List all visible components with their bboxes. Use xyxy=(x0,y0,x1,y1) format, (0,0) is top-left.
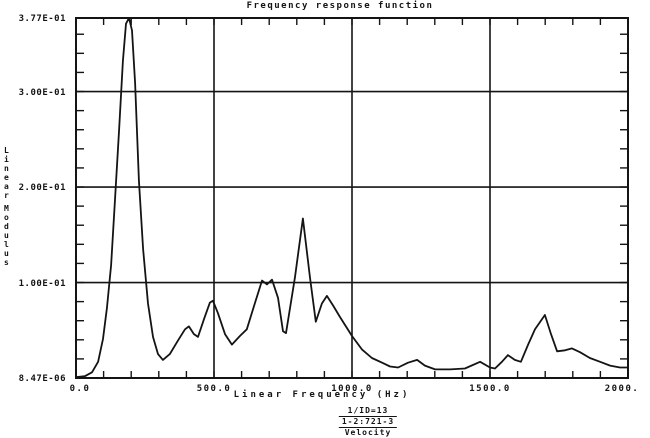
annotation-measurement-id: 1/ID=13 xyxy=(347,406,389,415)
y-tick-label: 3.77E-01 xyxy=(18,14,66,24)
x-tick-label: 2000. xyxy=(604,384,640,394)
y-tick-label: 8.47E-06 xyxy=(18,374,66,384)
annotation-quantity: Velocity xyxy=(344,428,392,437)
chart-title: Frequency response function xyxy=(246,1,434,11)
x-axis-label: Linear Frequency (Hz) xyxy=(233,390,411,400)
y-tick-label: 2.00E-01 xyxy=(18,183,66,194)
x-tick-label: 0.0 xyxy=(69,384,91,394)
x-tick-label: 500.0 xyxy=(196,384,232,394)
y-tick-label: 3.00E-01 xyxy=(18,87,66,98)
x-tick-label: 1500.0 xyxy=(469,384,511,394)
x-tick-label: 1000.0 xyxy=(331,384,373,394)
annotation-block: 1/ID=13 1-2:721-3 Velocity xyxy=(338,406,398,438)
y-axis-label-linear: L i n e a r xyxy=(4,146,9,200)
annotation-reference: 1-2:721-3 xyxy=(338,416,398,428)
y-axis-label-modulus: M o d u l u s xyxy=(4,204,9,267)
y-tick-label: 1.00E-01 xyxy=(18,278,66,289)
frf-curve xyxy=(75,17,628,378)
